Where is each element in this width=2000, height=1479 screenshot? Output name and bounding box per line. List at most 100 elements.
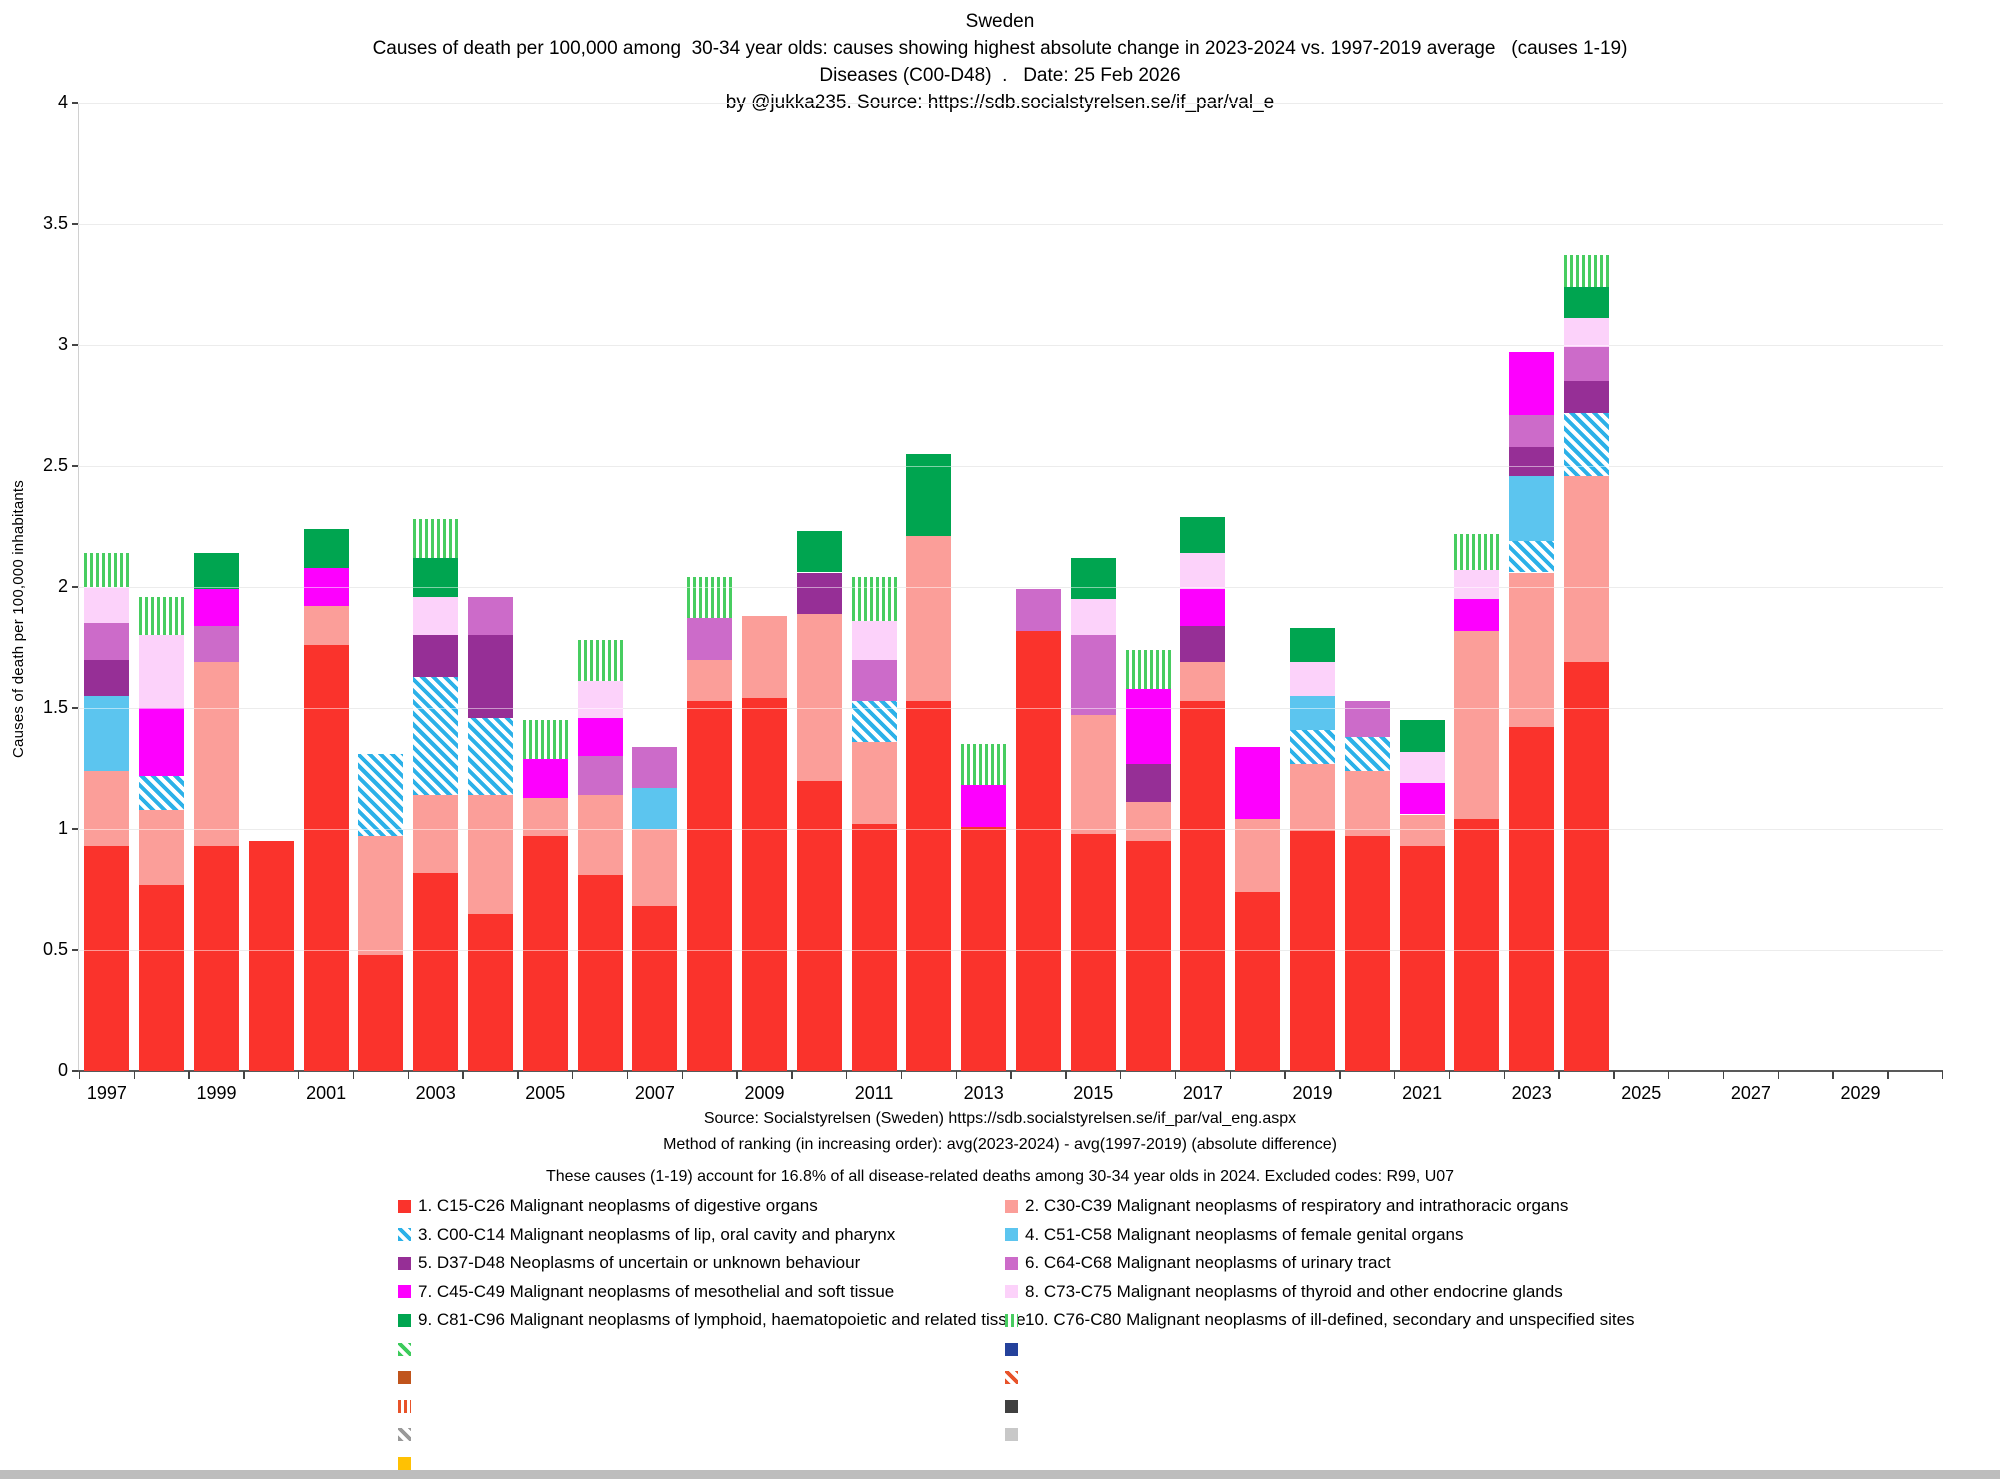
bar-2005-cause-10: [522, 720, 568, 759]
legend-item-2: 2. C30-C39 Malignant neoplasms of respir…: [1005, 1196, 1568, 1216]
x-tick-6: [407, 1071, 410, 1079]
title-byline: by @jukka235. Source: https://sdb.social…: [725, 92, 1275, 113]
bar-2013-cause-10: [961, 744, 1007, 786]
legend-item-12: [1005, 1339, 1025, 1359]
plot-area: 0 0.5 1 1.5 2 2.5 3 3.5 4 1997 1999 2001 2003 2005 200…: [43, 92, 1944, 1103]
bar-2010-cause-1: [796, 780, 842, 1071]
x-tick-label-2029: 2029: [1840, 1083, 1881, 1103]
bar-2022-cause-8: [1454, 570, 1500, 600]
bar-2024-cause-5: [1564, 381, 1609, 413]
title-main: Causes of death per 100,000 among 30-34 …: [372, 38, 1628, 59]
y-tick-label-2.5: 2.5: [42, 455, 68, 475]
x-tick-label-2013: 2013: [963, 1083, 1004, 1103]
bar-2020-cause-1: [1344, 836, 1390, 1071]
bar-2009-cause-1: [742, 698, 787, 1071]
gridline-overlay-2.5: [78, 466, 1943, 467]
legend-swatch-5: [398, 1256, 411, 1270]
x-tick-9: [571, 1071, 574, 1079]
legend-item-14: [1005, 1368, 1025, 1388]
bar-1998-cause-2: [139, 809, 185, 885]
bar-2024-cause-1: [1564, 662, 1609, 1071]
bar-2022-cause-2: [1454, 630, 1500, 820]
bar-2024-cause-3: [1564, 412, 1609, 476]
bar-2006-cause-2: [577, 795, 623, 875]
x-tick-10: [626, 1071, 629, 1079]
legend-label-1: 1. C15-C26 Malignant neoplasms of digest…: [418, 1196, 818, 1215]
bar-2008-cause-10: [687, 577, 733, 619]
legend-item-4: 4. C51-C58 Malignant neoplasms of female…: [1005, 1225, 1463, 1245]
y-tick-label-1.5: 1.5: [42, 697, 68, 717]
legend-item-13: [398, 1368, 418, 1388]
bar-2017-cause-5: [1180, 625, 1226, 663]
x-tick-33: [1887, 1071, 1889, 1079]
legend-swatch-12: [1005, 1342, 1018, 1356]
bar-2023-cause-3: [1509, 541, 1555, 573]
bar-2001-cause-1: [303, 645, 349, 1071]
x-tick-19: [1119, 1071, 1122, 1079]
y-tick-0: [72, 1070, 78, 1072]
x-tick-label-1999: 1999: [196, 1083, 237, 1103]
bar-2009-cause-2: [742, 616, 787, 699]
bar-2010-cause-5: [796, 572, 842, 614]
legend-item-8: 8. C73-C75 Malignant neoplasms of thyroi…: [1005, 1282, 1563, 1302]
bar-2012-cause-9: [906, 453, 952, 537]
x-tick-29: [1667, 1071, 1670, 1079]
legend-label-10: 10. C76-C80 Malignant neoplasms of ill-d…: [1025, 1310, 1635, 1330]
legend-swatch-3: [398, 1228, 411, 1242]
x-tick-label-2015: 2015: [1073, 1083, 1114, 1103]
bar-2023-cause-1: [1509, 727, 1555, 1071]
bar-2017-cause-2: [1180, 662, 1226, 701]
legend-swatch-13: [398, 1371, 411, 1385]
bar-1997-cause-2: [84, 770, 130, 846]
y-tick-label-1: 1: [57, 818, 68, 838]
bar-2014-cause-1: [1016, 630, 1061, 1071]
legend-item-5: 5. D37-D48 Neoplasms of uncertain or unk…: [398, 1253, 860, 1273]
x-tick-label-2021: 2021: [1402, 1083, 1443, 1103]
y-tick-1: [72, 828, 78, 830]
x-tick-26: [1503, 1071, 1506, 1079]
x-tick-label-2017: 2017: [1182, 1083, 1223, 1103]
bar-2019-cause-9: [1290, 628, 1335, 663]
legend-swatch-18: [1005, 1428, 1018, 1442]
bar-1999-cause-1: [194, 845, 239, 1071]
legend-swatch-14: [1005, 1371, 1018, 1385]
bar-2011-cause-2: [851, 741, 897, 825]
bar-2019-cause-8: [1290, 662, 1335, 696]
x-tick-0: [78, 1071, 81, 1079]
bar-1998-cause-8: [139, 635, 185, 708]
bar-2010-cause-2: [796, 613, 842, 781]
legend-swatch-2: [1005, 1199, 1018, 1213]
legend-swatch-6: [1005, 1256, 1018, 1270]
legend-label-5: 5. D37-D48 Neoplasms of uncertain or unk…: [418, 1253, 861, 1273]
footer-summary: These causes (1-19) account for 16.8% of…: [545, 1168, 1455, 1185]
x-tick-31: [1777, 1071, 1780, 1079]
bar-2012-cause-2: [906, 536, 952, 701]
legend-item-19: [398, 1453, 418, 1473]
legend-label-8: 8. C73-C75 Malignant neoplasms of thyroi…: [1025, 1281, 1563, 1301]
bar-2016-cause-5: [1125, 763, 1171, 803]
bar-2011-cause-6: [851, 659, 897, 701]
legend-label-3: 3. C00-C14 Malignant neoplasms of lip, o…: [418, 1224, 896, 1244]
y-tick-label-0: 0: [57, 1060, 68, 1080]
bar-2004-cause-1: [468, 913, 513, 1071]
bar-2017-cause-1: [1180, 700, 1226, 1071]
bar-2003-cause-9: [413, 557, 459, 597]
bar-2013-cause-1: [961, 826, 1007, 1071]
gridline-overlay-1: [78, 829, 1943, 830]
legend-swatch-11: [398, 1342, 411, 1356]
x-tick-24: [1393, 1071, 1396, 1079]
bar-2006-cause-1: [577, 874, 623, 1071]
bar-2005-cause-7: [522, 758, 568, 798]
x-tick-3: [243, 1071, 245, 1079]
bar-2013-cause-7: [961, 785, 1007, 827]
x-tick-label-2019: 2019: [1292, 1083, 1333, 1103]
bar-2003-cause-3: [413, 676, 459, 796]
title-subtitle: Diseases (C00-D48) . Date: 25 Feb 2026: [819, 65, 1181, 86]
bar-2003-cause-1: [413, 872, 459, 1071]
x-tick-7: [462, 1071, 464, 1079]
bar-2020-cause-3: [1344, 737, 1390, 771]
bar-2006-cause-7: [577, 717, 623, 757]
x-tick-12: [736, 1071, 738, 1079]
bar-1997-cause-1: [84, 845, 130, 1071]
